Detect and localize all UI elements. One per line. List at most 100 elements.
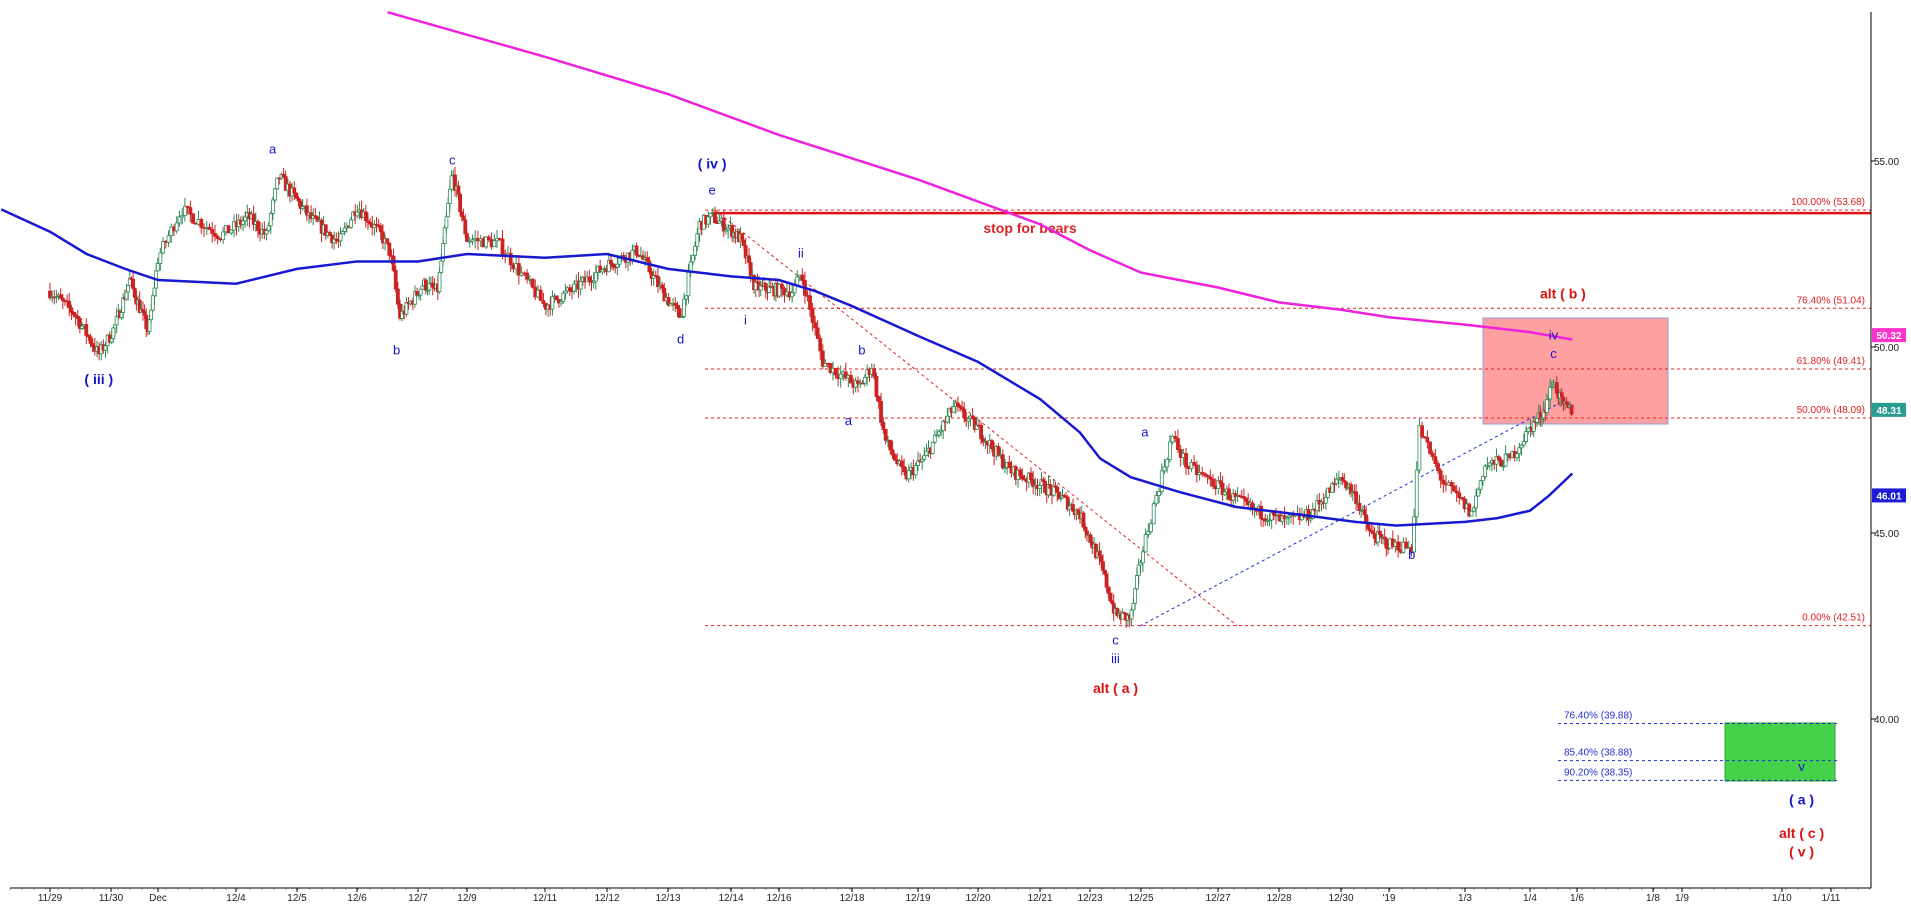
candle-body	[1524, 431, 1528, 443]
candle-body	[1548, 386, 1553, 400]
candle-body	[1222, 491, 1227, 496]
up-trend-line	[1139, 402, 1561, 627]
candle-body	[920, 458, 925, 462]
candle-body	[342, 227, 347, 232]
candle-body	[1430, 452, 1435, 458]
candle-body	[1425, 437, 1430, 443]
candle-body	[500, 238, 505, 256]
candle-body	[1384, 538, 1389, 549]
candle-body	[941, 420, 946, 432]
candle-body	[1192, 462, 1197, 466]
x-tick-label: 12/5	[287, 893, 307, 904]
candle-body	[298, 200, 303, 209]
candle-body	[60, 297, 65, 301]
candle-body	[567, 287, 572, 291]
candle-body	[617, 257, 622, 265]
candle-body	[1227, 488, 1231, 500]
candle-body	[945, 415, 950, 423]
candle-body	[113, 324, 117, 329]
candle-body	[1101, 561, 1105, 571]
candle-body	[1003, 467, 1007, 470]
candle-body	[682, 298, 686, 317]
candle-body	[458, 193, 463, 213]
candle-body	[1242, 496, 1246, 499]
candle-body	[215, 235, 220, 239]
candle-body	[559, 300, 564, 304]
candle-body	[606, 259, 611, 273]
candle-body	[1143, 534, 1148, 553]
y-tick-label: 45.00	[1874, 529, 1899, 540]
candle-body	[820, 350, 825, 367]
candle-body	[1151, 503, 1156, 525]
candle-body	[183, 205, 187, 216]
candle-body	[538, 289, 543, 301]
candle-body	[1157, 490, 1161, 496]
x-tick-label: 1/8	[1646, 893, 1660, 904]
candle-body	[721, 217, 726, 232]
candle-body	[437, 272, 442, 293]
candle-body	[281, 173, 286, 178]
candle-body	[1267, 519, 1272, 522]
candle-body	[315, 216, 320, 222]
wave-label: iv	[1549, 328, 1559, 343]
candle-body	[1428, 441, 1432, 454]
candle-body	[956, 402, 960, 407]
candle-body	[461, 216, 466, 221]
candle-body	[1216, 480, 1221, 490]
x-tick-label: 12/6	[347, 893, 367, 904]
candle-body	[713, 212, 717, 224]
x-tick-label: 12/11	[533, 893, 558, 904]
x-tick-label: 12/20	[965, 893, 990, 904]
x-tick-label: 12/19	[905, 893, 930, 904]
candle-body	[1170, 436, 1175, 443]
candle-body	[1104, 573, 1109, 588]
price-tag	[1872, 488, 1906, 503]
candle-body	[271, 199, 275, 214]
candle-body	[777, 283, 782, 297]
candle-body	[1469, 510, 1474, 517]
candle-body	[1362, 509, 1367, 516]
wave-label: v	[1798, 759, 1805, 774]
candle-body	[423, 279, 428, 291]
candle-body	[1149, 523, 1153, 533]
candle-body	[1233, 493, 1238, 497]
candle-body	[1284, 517, 1289, 520]
candle-body	[292, 187, 297, 194]
candle-body	[1487, 462, 1492, 467]
candle-body	[58, 294, 63, 299]
candle-body	[1102, 570, 1107, 575]
candle-body	[1554, 382, 1559, 394]
candle-body	[1176, 438, 1180, 450]
candle-body	[1048, 484, 1053, 489]
candle-body	[177, 216, 182, 224]
price-tag	[1872, 328, 1906, 343]
candle-body	[1515, 453, 1519, 459]
candle-body	[1055, 486, 1060, 493]
wave-label: b	[858, 342, 865, 357]
candle-body	[180, 215, 185, 218]
candle-body	[465, 233, 469, 242]
candle-body	[800, 274, 805, 281]
candle-body	[275, 177, 280, 190]
candle-body	[372, 224, 377, 228]
candle-body	[981, 438, 986, 443]
x-tick-label: 11/30	[99, 893, 124, 904]
candle-body	[1287, 515, 1291, 518]
blue-moving-average	[0, 208, 1574, 527]
fib-level-label: 100.00% (53.68)	[1791, 197, 1865, 208]
wave-label: i	[744, 313, 747, 328]
candle-body	[486, 236, 491, 240]
axes: 40.00 45.00 50.00 55.00 50.32 48.31 46.01 11/29…	[9, 12, 1906, 904]
candle-body	[1417, 425, 1422, 471]
candle-body	[660, 284, 665, 289]
target-level-label: 90.20% (38.35)	[1564, 767, 1632, 778]
wave-label: d	[677, 331, 684, 346]
candle-body	[1020, 475, 1025, 480]
candle-body	[1184, 453, 1188, 468]
candle-body	[86, 335, 91, 338]
candle-body	[823, 362, 828, 367]
candle-body	[1569, 404, 1574, 415]
candle-body	[853, 380, 858, 388]
x-tick-label: 1/9	[1675, 893, 1689, 904]
